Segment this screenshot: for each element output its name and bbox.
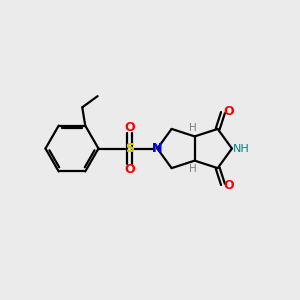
Text: O: O — [223, 179, 234, 192]
Text: O: O — [223, 105, 234, 118]
Text: N: N — [152, 142, 163, 155]
Text: S: S — [125, 142, 134, 155]
Text: H: H — [189, 164, 197, 174]
Text: NH: NH — [232, 143, 249, 154]
Text: O: O — [124, 121, 135, 134]
Text: N: N — [152, 142, 163, 155]
Text: O: O — [124, 163, 135, 176]
Text: S: S — [125, 142, 134, 155]
Text: H: H — [189, 123, 197, 133]
